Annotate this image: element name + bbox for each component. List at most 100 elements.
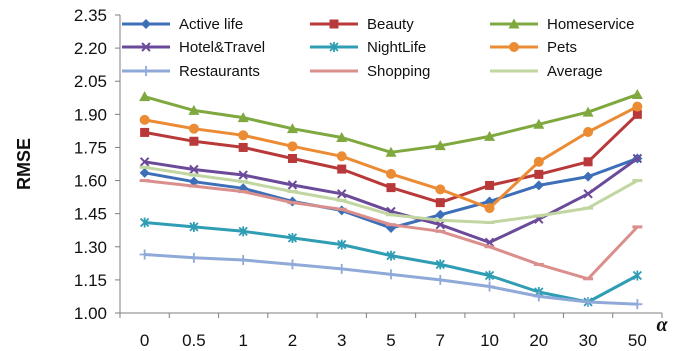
series-average xyxy=(139,165,643,224)
legend-marker xyxy=(141,66,151,76)
data-point-homeservice xyxy=(188,104,200,115)
data-point-pets xyxy=(188,123,199,134)
data-point-beauty xyxy=(583,157,593,167)
legend-label: Pets xyxy=(547,39,577,56)
legend-item-homeservice: Homeservice xyxy=(490,16,635,33)
legend-item-restaurants: Restaurants xyxy=(122,63,260,80)
series-hotel-travel xyxy=(139,153,643,248)
x-tick-label: 0.5 xyxy=(182,331,206,350)
data-point-homeservice xyxy=(582,106,594,117)
data-point-pets xyxy=(287,141,298,152)
data-point-pets xyxy=(583,126,594,137)
x-tick-label: 20 xyxy=(529,331,548,350)
legend-label: Active life xyxy=(179,16,243,33)
data-point-nightlife xyxy=(287,232,298,243)
x-tick-label: 50 xyxy=(628,331,647,350)
series-restaurants xyxy=(139,249,643,310)
data-point-pets xyxy=(336,151,347,162)
data-point-restaurants xyxy=(583,296,594,307)
y-tick-label: 2.20 xyxy=(74,39,107,58)
data-point-restaurants xyxy=(484,281,495,292)
data-point-hotel-travel xyxy=(435,219,445,230)
data-point-hotel-travel xyxy=(189,164,199,175)
legend-item-average: Average xyxy=(490,63,603,80)
series-line-nightlife xyxy=(144,221,639,304)
data-point-beauty xyxy=(386,183,396,193)
y-tick-label: 1.00 xyxy=(74,304,107,323)
data-point-pets xyxy=(435,184,446,195)
x-axis-title: α xyxy=(656,314,668,336)
y-axis-title: RMSE xyxy=(14,138,34,190)
series-active-life xyxy=(139,153,643,234)
series-shopping xyxy=(139,179,643,281)
data-point-beauty xyxy=(534,169,544,179)
legend-item-hotel-travel: Hotel&Travel xyxy=(122,39,265,56)
data-point-pets xyxy=(238,130,249,141)
y-tick-label: 1.30 xyxy=(74,238,107,257)
legend: Active life Beauty Homeservice Hotel&Travel… xyxy=(122,16,635,80)
data-point-hotel-travel xyxy=(238,170,248,180)
data-point-beauty xyxy=(435,198,445,208)
data-point-hotel-travel xyxy=(583,189,593,199)
series-lines xyxy=(139,88,643,310)
legend-item-pets: Pets xyxy=(490,39,577,56)
y-tick-label: 1.90 xyxy=(74,105,107,124)
series-homeservice xyxy=(139,88,643,157)
data-point-active-life xyxy=(533,180,544,191)
data-point-nightlife xyxy=(435,259,445,270)
data-point-homeservice xyxy=(139,91,151,102)
data-point-nightlife xyxy=(238,226,248,237)
data-point-beauty xyxy=(238,142,248,152)
data-point-hotel-travel xyxy=(139,157,150,167)
data-point-homeservice xyxy=(484,130,496,141)
legend-marker xyxy=(329,42,339,52)
legend-item-nightlife: NightLife xyxy=(310,39,426,56)
x-tick-label: 10 xyxy=(480,331,499,350)
data-point-nightlife xyxy=(386,250,396,261)
data-point-active-life xyxy=(435,209,446,220)
data-point-pets xyxy=(139,114,150,125)
data-point-beauty xyxy=(189,136,199,146)
series-beauty xyxy=(140,109,642,208)
y-tick-label: 2.05 xyxy=(74,72,107,91)
legend-label: Average xyxy=(547,63,603,80)
x-tick-label: 0 xyxy=(140,331,149,350)
legend-item-beauty: Beauty xyxy=(310,16,414,33)
data-point-homeservice xyxy=(237,112,249,123)
x-tick-label: 2 xyxy=(288,331,297,350)
data-point-beauty xyxy=(140,127,150,137)
legend-marker xyxy=(329,19,339,29)
x-tick-label: 1 xyxy=(238,331,247,350)
y-tick-label: 2.35 xyxy=(74,6,107,25)
series-nightlife xyxy=(139,217,643,307)
data-point-pets xyxy=(484,203,495,214)
legend-label: Shopping xyxy=(367,63,430,80)
data-point-hotel-travel xyxy=(337,189,347,199)
data-point-homeservice xyxy=(336,132,348,143)
data-point-homeservice xyxy=(631,88,643,99)
legend-label: Hotel&Travel xyxy=(179,39,265,56)
legend-label: Restaurants xyxy=(179,63,260,80)
data-point-nightlife xyxy=(337,239,347,250)
data-point-beauty xyxy=(632,109,642,119)
data-point-restaurants xyxy=(336,263,347,274)
legend-label: NightLife xyxy=(367,39,426,56)
data-point-homeservice xyxy=(533,118,545,129)
legend-item-shopping: Shopping xyxy=(310,63,430,80)
data-point-active-life xyxy=(583,171,594,182)
series-line-pets xyxy=(144,105,639,210)
series-pets xyxy=(139,101,643,214)
legend-label: Beauty xyxy=(367,16,414,33)
data-point-restaurants xyxy=(435,274,446,285)
legend-marker xyxy=(508,18,520,29)
data-point-pets xyxy=(386,168,396,179)
data-point-active-life xyxy=(188,176,199,187)
x-tick-label: 30 xyxy=(579,331,598,350)
data-point-pets xyxy=(533,156,544,167)
data-point-restaurants xyxy=(533,291,544,302)
data-point-homeservice xyxy=(434,140,446,151)
legend-item-active-life: Active life xyxy=(122,16,243,33)
data-point-hotel-travel xyxy=(287,180,298,190)
